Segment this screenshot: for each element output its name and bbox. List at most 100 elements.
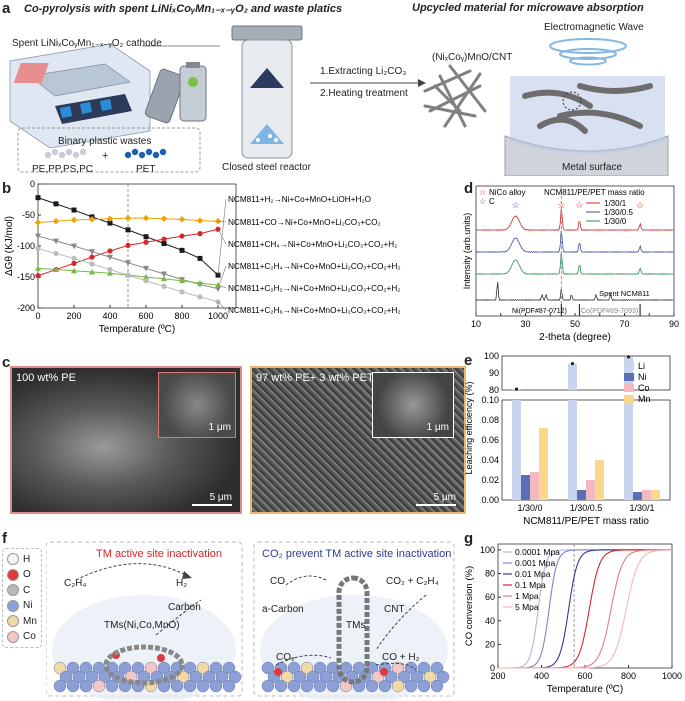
chart-e-ytick-label: 90 [489, 368, 499, 378]
chart-e-legend-swatch [624, 373, 634, 381]
chart-b-point [197, 255, 203, 261]
chart-b-point [161, 271, 167, 278]
atom-swatch-icon [7, 568, 19, 581]
step-2-label: 2.Heating treatment [320, 88, 408, 99]
chart-d-series [475, 230, 674, 253]
step-1-label: 1.Extracting Li₂CO₃ [320, 66, 407, 77]
panel-f-illustration [46, 541, 455, 700]
chart-d-ref-label-ni: Ni(PDF#87-0712) [512, 308, 567, 315]
sem-2-label: 97 wt% PE+ 3 wt% PET [256, 372, 374, 384]
chart-d-legend-label: 1/30/1 [604, 199, 627, 208]
chart-b-xlabel: Temperature (ºC) [99, 324, 175, 335]
chart-e-bar [521, 475, 530, 500]
chart-b-point [179, 277, 185, 284]
chart-d-alloy-marker: ☆ [636, 200, 644, 210]
f-right-title: CO₂ prevent TM active site inactivation [262, 548, 452, 560]
reactor-label: Closed steel reactor [222, 162, 311, 173]
chart-e-xlabel: NCM811/PE/PET mass ratio [523, 516, 649, 527]
f-right-co2: CO₂ [276, 652, 295, 663]
chart-b-point [161, 275, 167, 282]
chart-e-ytick-label: 80 [489, 385, 499, 395]
chart-b-xtick-label: 600 [138, 311, 153, 321]
chart-e-bar [586, 480, 595, 500]
chart-e-ylabel: Leaching efficiency (%) [464, 382, 474, 475]
f-left-c2h4: C₂H₄ [64, 578, 87, 589]
chart-d-marker-legend-label: C [489, 197, 495, 206]
atom-legend-row: Mn [7, 615, 37, 627]
chart-b: 0 200 400 600 800 1000 0 -50 -100 -150 -200 Tempera… [4, 179, 401, 335]
chart-g-series [498, 549, 673, 669]
sem-image-pe-pet: 97 wt% PE+ 3 wt% PET 1 μm 5 μm [250, 366, 466, 514]
surface-atom [196, 679, 210, 693]
chart-g-legend-label: 5 Mpa [515, 602, 539, 612]
surface-atom [397, 670, 411, 684]
chart-b-xtick-label: 0 [35, 311, 40, 321]
surface-atom [287, 679, 301, 693]
plastic-1-label: PE,PP,PS,PC [32, 164, 93, 175]
surface-atom [183, 679, 197, 693]
chart-b-xtick-label: 400 [102, 311, 117, 321]
atom-legend-label: Mn [23, 615, 37, 627]
chart-b-ytick-label: -50 [22, 210, 35, 220]
chart-e-bar [633, 492, 642, 500]
chart-e-bar-li-lower [568, 400, 577, 500]
chart-b-point [197, 231, 203, 237]
chart-b-point [35, 245, 41, 252]
chart-b-point [179, 247, 185, 253]
chart-b-label-leader [217, 301, 227, 311]
surface-atom [391, 679, 405, 693]
chart-g-legend-label: 0.1 Mpa [515, 580, 546, 590]
chart-e-legend-label: Li [638, 361, 645, 371]
chart-e-ytick-label: 0.06 [481, 435, 499, 445]
surface-atom [261, 661, 275, 675]
surface-atom [404, 679, 418, 693]
chart-b-frame [37, 183, 237, 309]
chart-e-xtick-label: 1/30/0.5 [570, 503, 603, 513]
chart-d-alloy-marker: ☆ [557, 200, 565, 210]
chart-b-point [161, 283, 167, 289]
chart-b-point [196, 217, 204, 224]
surface-atom [280, 670, 294, 684]
surface-atom [391, 661, 405, 675]
chart-b-point [143, 265, 149, 272]
surface-atom [53, 679, 67, 693]
chart-b-series [35, 233, 221, 292]
chart-b-point [88, 216, 96, 223]
surface-atom [319, 670, 333, 684]
oxygen-atom [157, 654, 165, 662]
sem-1-label: 100 wt% PE [16, 372, 76, 384]
plus-sign: + [102, 150, 109, 162]
chart-b-point [178, 216, 186, 223]
chart-g-legend-label: 1 Mpa [515, 591, 539, 601]
panel-c-label: c [2, 354, 11, 371]
chart-e-bar [651, 490, 660, 500]
chart-e-bar-li-lower [512, 400, 521, 500]
surface-atom [274, 679, 288, 693]
chart-e-bar [530, 472, 539, 500]
chart-e-legend-swatch [624, 395, 634, 403]
chart-e: 80 90 100 0.00 0.02 0.04 0.06 0.08 0.10 Leaching … [464, 351, 671, 527]
f-right-co: CO [270, 576, 285, 587]
panel-e-label: e [464, 352, 473, 369]
chart-b-series-label: NCM811+CH₄→Ni+Co+MnO+Li₂CO₃+CO₂+H₂ [228, 240, 397, 249]
chart-d-legend-title: NCM811/PE/PET mass ratio [544, 188, 645, 197]
chart-e-bar-li-errmark [626, 355, 631, 359]
chart-b-point [89, 261, 95, 267]
surface-atom [313, 661, 327, 675]
chart-e-xtick-label: 1/30/0 [517, 503, 542, 513]
chart-b-point [35, 195, 41, 201]
surface-atom [436, 670, 450, 684]
chart-b-series-label: NCM811+C₂H₄→Ni+Co+MnO+Li₂CO₃+CO₂+H₂ [228, 262, 401, 271]
surface-atom [306, 670, 320, 684]
chart-b-ytick-label: -200 [17, 303, 35, 313]
f-right-acarbon: a-Carbon [262, 604, 304, 615]
f-left-tms: TMs(Ni,Co,MnO) [104, 620, 180, 631]
chart-g-ytick-label: 20 [485, 639, 495, 649]
chart-e-ytick-label: 0.08 [481, 415, 499, 425]
sem-1-inset: 1 μm [158, 372, 236, 438]
chart-g-ylabel: CO conversion (%) [464, 566, 475, 646]
surface-atom [189, 670, 203, 684]
chart-g-xlabel: Temperature (ºC) [547, 684, 623, 695]
chart-b-label-leader [217, 284, 227, 289]
chart-d-series [475, 252, 674, 275]
